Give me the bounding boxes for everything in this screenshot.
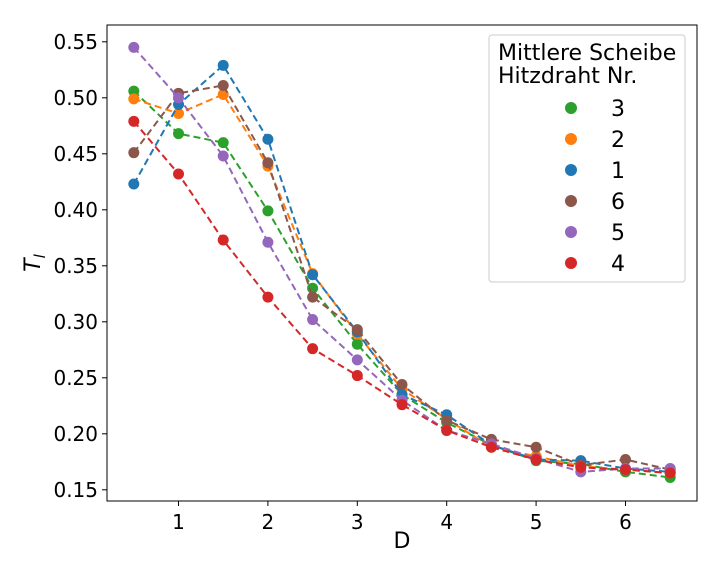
data-point	[128, 41, 140, 53]
y-tick-label: 0.25	[53, 366, 98, 390]
legend-label: 6	[611, 190, 625, 215]
data-point	[351, 370, 363, 382]
data-point	[351, 324, 363, 336]
y-tick-label: 0.50	[53, 86, 98, 110]
y-axis: 0.15 0.20 0.25 0.30 0.35 0.40 0.45 0.50 0.55	[53, 30, 107, 502]
legend-entry: 2	[565, 128, 625, 153]
data-point	[664, 467, 676, 479]
data-point	[128, 178, 140, 190]
data-point	[217, 234, 229, 246]
data-point	[530, 441, 542, 453]
legend-label: 4	[611, 252, 625, 277]
legend-label: 5	[611, 221, 625, 246]
x-tick-label: 3	[351, 510, 364, 534]
legend-marker	[565, 164, 577, 176]
y-tick-label: 0.30	[53, 310, 98, 334]
y-tick-label: 0.45	[53, 142, 98, 166]
legend-entries: 3 2 1 6 5 4	[565, 97, 625, 277]
data-point	[262, 205, 274, 217]
data-point	[396, 399, 408, 411]
legend-box	[488, 34, 686, 283]
data-point	[396, 379, 408, 391]
legend-marker	[565, 102, 577, 114]
legend: Mittlere Scheibe Hitzdraht Nr. 3 2 1 6 5 4	[488, 34, 686, 283]
data-point	[128, 93, 140, 105]
legend-label: 2	[611, 128, 625, 153]
data-point	[441, 414, 453, 426]
legend-marker	[565, 133, 577, 145]
data-point	[530, 454, 542, 466]
data-point	[262, 157, 274, 169]
y-axis-label-main: T	[21, 257, 46, 272]
legend-entry: 1	[565, 159, 625, 184]
data-point	[575, 461, 587, 473]
y-axis-label: Tl	[21, 253, 49, 271]
data-point	[441, 424, 453, 436]
x-tick-label: 6	[619, 510, 632, 534]
data-point	[307, 343, 319, 355]
legend-entry: 3	[565, 97, 625, 122]
data-point	[217, 137, 229, 149]
x-axis: 1 2 3 4 5 6	[172, 501, 632, 534]
plot-area-frame	[106, 24, 698, 502]
data-point	[262, 133, 274, 145]
data-point	[128, 147, 140, 159]
x-axis-label: D	[394, 529, 411, 554]
data-point	[351, 354, 363, 366]
data-point	[262, 236, 274, 248]
x-tick-label: 2	[262, 510, 275, 534]
legend-title-line-1: Mittlere Scheibe	[498, 41, 676, 66]
legend-marker	[565, 257, 577, 269]
data-point	[173, 168, 185, 180]
y-tick-label: 0.40	[53, 198, 98, 222]
x-tick-label: 1	[172, 510, 185, 534]
data-point	[173, 128, 185, 140]
legend-marker	[565, 226, 577, 238]
y-tick-label: 0.15	[53, 478, 98, 502]
legend-label: 1	[611, 159, 625, 184]
data-point	[485, 441, 497, 453]
data-point	[262, 291, 274, 303]
data-point	[217, 150, 229, 162]
legend-title-line-2: Hitzdraht Nr.	[498, 64, 637, 89]
y-tick-label: 0.20	[53, 422, 98, 446]
y-tick-label: 0.35	[53, 254, 98, 278]
legend-entry: 5	[565, 221, 625, 246]
series-layer	[128, 41, 676, 483]
data-point	[619, 454, 631, 466]
legend-label: 3	[611, 97, 625, 122]
data-point	[173, 107, 185, 119]
data-point	[307, 269, 319, 281]
data-point	[173, 92, 185, 104]
data-point	[128, 85, 140, 97]
series-4	[128, 115, 676, 479]
data-point	[351, 338, 363, 350]
x-tick-label: 4	[440, 510, 453, 534]
y-axis-label-subscript: l	[31, 253, 49, 258]
y-tick-label: 0.55	[53, 30, 98, 54]
data-point	[128, 115, 140, 127]
legend-entry: 4	[565, 252, 625, 277]
data-point	[217, 79, 229, 91]
data-point	[619, 464, 631, 476]
x-tick-label: 5	[530, 510, 543, 534]
legend-marker	[565, 195, 577, 207]
data-point	[307, 291, 319, 303]
data-point	[217, 59, 229, 71]
data-point	[307, 314, 319, 326]
legend-entry: 6	[565, 190, 625, 215]
